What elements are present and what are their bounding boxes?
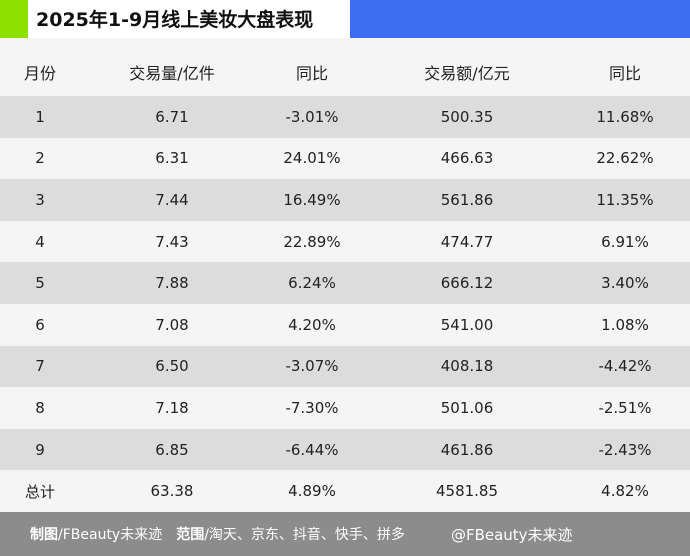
- accent-blue: [350, 0, 690, 38]
- table-cell: 16.49%: [283, 190, 341, 209]
- table-cell: 9: [35, 440, 45, 459]
- table-cell: 6.24%: [288, 274, 336, 293]
- table-cell: -3.07%: [285, 357, 339, 376]
- table-cell: -2.43%: [598, 440, 652, 459]
- table-row: 9 6.85 -6.44% 461.86 -2.43%: [0, 428, 690, 471]
- table-cell: 501.06: [440, 398, 494, 417]
- table-cell: 5: [35, 274, 45, 293]
- table-cell: 22.62%: [596, 149, 654, 168]
- table-cell: 7.44: [155, 190, 189, 209]
- table-cell: 541.00: [440, 315, 494, 334]
- table-cell: 6.71: [155, 107, 189, 126]
- table-cell: 4.20%: [288, 315, 336, 334]
- table-cell: 466.63: [440, 149, 494, 168]
- table-cell: -7.30%: [285, 398, 339, 417]
- table-cell: 3: [35, 190, 45, 209]
- maker-label: 制图: [30, 527, 58, 543]
- header-row: 月份 交易量/亿件 同比 交易额/亿元 同比: [0, 50, 690, 94]
- watermark: @FBeauty未来迹: [450, 525, 573, 544]
- table-row: 2 6.31 24.01% 466.63 22.62%: [0, 138, 690, 180]
- table-cell: -4.42%: [598, 357, 652, 376]
- table-cell: 500.35: [440, 107, 494, 126]
- table-cell: 63.38: [150, 482, 194, 501]
- table-cell: 6.85: [155, 440, 189, 459]
- column-header: 同比: [295, 64, 328, 83]
- table-cell: 7: [35, 357, 45, 376]
- table-row: 6 7.08 4.20% 541.00 1.08%: [0, 304, 690, 346]
- title-box: [28, 0, 350, 38]
- table-cell: 7.43: [155, 232, 189, 251]
- table-cell: 4.82%: [601, 482, 649, 501]
- table-row: 1 6.71 -3.01% 500.35 11.68%: [0, 96, 690, 138]
- table-cell: -2.51%: [598, 398, 652, 417]
- table-cell: 7.08: [155, 315, 189, 334]
- table-cell: 4581.85: [435, 482, 499, 501]
- table-cell: 6: [35, 315, 45, 334]
- table-cell: 7.18: [155, 398, 189, 417]
- table-cell: 6.91%: [601, 232, 649, 251]
- footer: 制图 /FBeauty未来迹 范围 /淘天、京东、抖音、快手、拼多 @FBeau…: [0, 512, 690, 556]
- table-cell: 1.08%: [601, 315, 649, 334]
- scope: /淘天、京东、抖音、快手、拼多: [204, 527, 405, 543]
- column-header: 交易额/亿元: [424, 64, 510, 83]
- table-row: 4 7.43 22.89% 474.77 6.91%: [0, 221, 690, 263]
- table-cell: 3.40%: [601, 274, 649, 293]
- table-cell: 474.77: [440, 232, 494, 251]
- table-cell: 461.86: [440, 440, 494, 459]
- table-cell: 408.18: [440, 357, 494, 376]
- table-cell: 2: [35, 149, 45, 168]
- table-cell: -6.44%: [285, 440, 339, 459]
- table-cell: 666.12: [440, 274, 494, 293]
- table-cell: 4: [35, 232, 45, 251]
- table-row: 总计 63.38 4.89% 4581.85 4.82%: [0, 470, 690, 512]
- maker: /FBeauty未来迹: [58, 527, 163, 543]
- table-cell: 1: [35, 107, 45, 126]
- table-cell: 8: [35, 398, 45, 417]
- table-cell: 561.86: [440, 190, 494, 209]
- table-cell: 总计: [24, 482, 55, 501]
- table-cell: 6.50: [155, 357, 189, 376]
- table-cell: 6.31: [155, 149, 189, 168]
- table-row: 7 6.50 -3.07% 408.18 -4.42%: [0, 345, 690, 388]
- title: 2025年1-9月线上美妆大盘表现: [36, 9, 314, 31]
- table-cell: 22.89%: [283, 232, 341, 251]
- column-header: 交易量/亿件: [129, 64, 215, 83]
- table-cell: 4.89%: [288, 482, 336, 501]
- scope-label: 范围: [176, 527, 205, 543]
- table-cell: 11.68%: [596, 107, 654, 126]
- column-header: 月份: [23, 64, 56, 83]
- column-header: 同比: [608, 64, 641, 83]
- table-row: 5 7.88 6.24% 666.12 3.40%: [0, 262, 690, 304]
- table-cell: 11.35%: [596, 190, 654, 209]
- table-cell: -3.01%: [285, 107, 339, 126]
- table-row: 8 7.18 -7.30% 501.06 -2.51%: [0, 387, 690, 429]
- table-cell: 24.01%: [283, 149, 341, 168]
- table-row: 3 7.44 16.49% 561.86 11.35%: [0, 179, 690, 221]
- table-cell: 7.88: [155, 274, 189, 293]
- accent-green: [0, 0, 28, 38]
